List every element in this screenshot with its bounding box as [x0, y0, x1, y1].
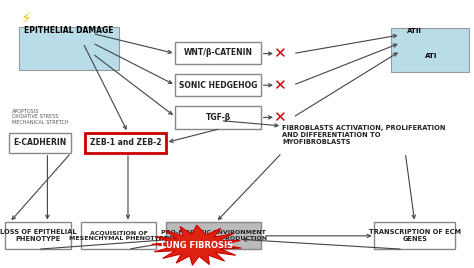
Text: WNT/β-CATENIN: WNT/β-CATENIN	[183, 49, 253, 57]
FancyBboxPatch shape	[85, 133, 166, 153]
Text: PRO-FIBROTIC ENVIRONMENT
AND COLLAGENE PRODUCTION: PRO-FIBROTIC ENVIRONMENT AND COLLAGENE P…	[159, 230, 267, 241]
Text: E-CADHERIN: E-CADHERIN	[14, 138, 67, 147]
Polygon shape	[152, 225, 241, 265]
Text: ✕: ✕	[273, 46, 286, 61]
Text: ACQUISITION OF
MESENCHYMAL PHENOTYPE: ACQUISITION OF MESENCHYMAL PHENOTYPE	[69, 230, 168, 241]
Text: LOSS OF EPITHELIAL
PHENOTYPE: LOSS OF EPITHELIAL PHENOTYPE	[0, 229, 76, 242]
FancyBboxPatch shape	[391, 28, 469, 72]
Text: ⚡: ⚡	[21, 11, 31, 26]
Text: ✕: ✕	[273, 78, 286, 93]
Text: EPITHELIAL DAMAGE: EPITHELIAL DAMAGE	[24, 26, 113, 35]
Text: LUNG FIBROSIS: LUNG FIBROSIS	[161, 241, 233, 250]
Text: FIBROBLASTS ACTIVATION, PROLIFERATION
AND DIFFERENTIATION TO
MYOFIBROBLASTS: FIBROBLASTS ACTIVATION, PROLIFERATION AN…	[282, 125, 446, 145]
FancyBboxPatch shape	[81, 222, 156, 249]
FancyBboxPatch shape	[19, 27, 118, 70]
FancyBboxPatch shape	[175, 42, 261, 64]
FancyBboxPatch shape	[175, 74, 261, 96]
Text: TRANSCRIPTION OF ECM
GENES: TRANSCRIPTION OF ECM GENES	[369, 229, 461, 242]
Text: SONIC HEDGEHOG: SONIC HEDGEHOG	[179, 81, 257, 90]
FancyBboxPatch shape	[166, 222, 261, 249]
Text: ATII: ATII	[407, 28, 422, 34]
Text: ZEB-1 and ZEB-2: ZEB-1 and ZEB-2	[90, 138, 161, 147]
Text: TGF-β: TGF-β	[205, 113, 231, 122]
FancyBboxPatch shape	[374, 222, 455, 249]
FancyBboxPatch shape	[9, 133, 71, 153]
Text: ✕: ✕	[273, 110, 286, 125]
FancyBboxPatch shape	[175, 106, 261, 129]
Text: APOPTOSIS
OXIDATIVE STRESS
MECHANICAL STRETCH: APOPTOSIS OXIDATIVE STRESS MECHANICAL ST…	[12, 109, 68, 125]
FancyBboxPatch shape	[5, 222, 71, 249]
Text: ATI: ATI	[425, 53, 438, 59]
